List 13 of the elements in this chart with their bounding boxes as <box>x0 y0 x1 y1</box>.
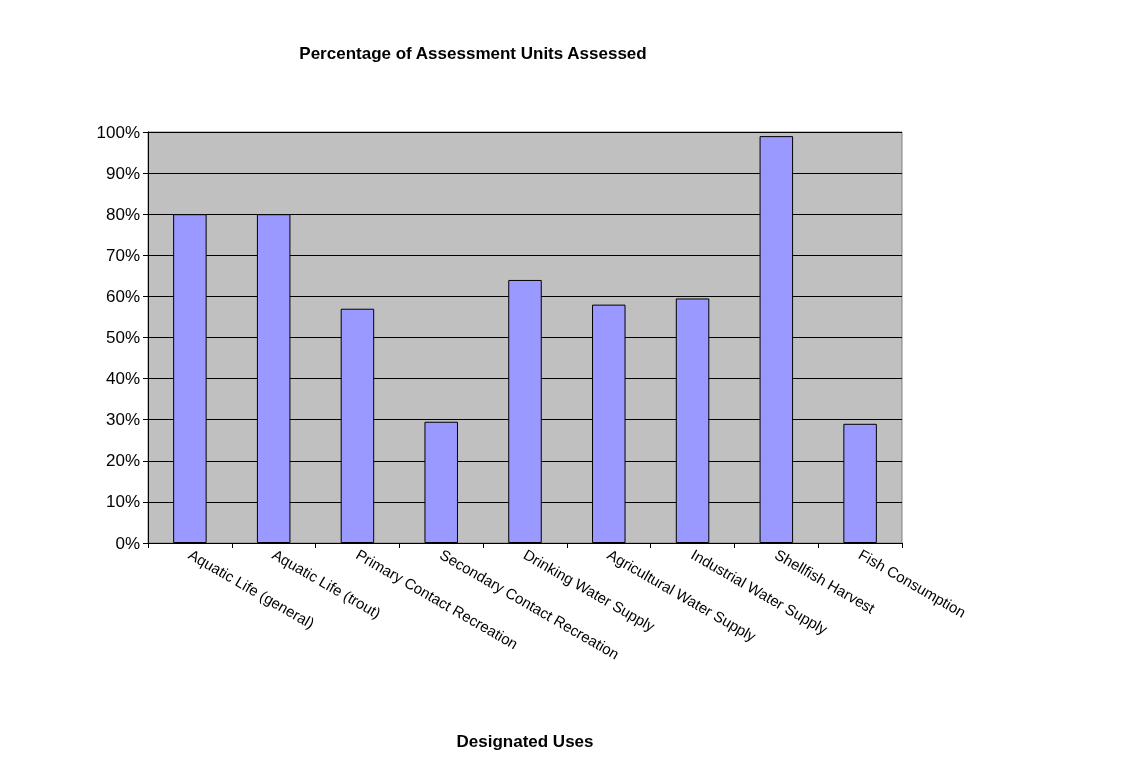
y-tick-label: 70% <box>105 245 140 265</box>
y-tick-label: 50% <box>105 328 140 347</box>
y-tick-label: 90% <box>105 163 140 183</box>
y-tick-label: 100% <box>96 122 140 142</box>
x-axis-title: Designated Uses <box>456 732 594 751</box>
y-tick-label: 30% <box>105 410 140 430</box>
y-tick-label: 40% <box>105 369 140 389</box>
y-tick-label: 60% <box>105 286 140 306</box>
y-tick-label: 0% <box>115 533 140 553</box>
y-tick-label: 10% <box>105 492 140 512</box>
y-tick-label: 20% <box>105 451 140 471</box>
chart-title: Percentage of Assessment Units Assessed <box>299 44 647 63</box>
y-tick-label: 80% <box>105 204 140 224</box>
